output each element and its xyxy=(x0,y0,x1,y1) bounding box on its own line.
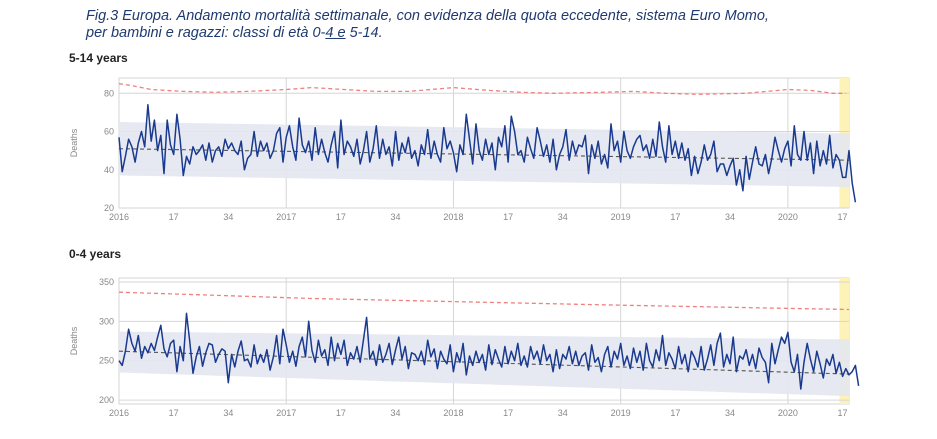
caption-line-2-prefix: per bambini e ragazzi: classi di età 0- xyxy=(86,25,326,41)
y-tick-label: 350 xyxy=(99,277,114,287)
x-tick-label: 17 xyxy=(670,212,680,222)
chart-5-14-years: 20 40 60 80 2016 17 34 2017 17 34 2018 17 34 2019 17 34… xyxy=(69,77,857,222)
x-tick-label: 34 xyxy=(223,212,233,222)
x-tick-label: 34 xyxy=(725,408,735,418)
y-tick-label: 200 xyxy=(99,395,114,405)
chart-title-0-4: 0-4 years xyxy=(69,247,122,261)
x-tick-label: 34 xyxy=(391,408,401,418)
y-tick-label: 40 xyxy=(104,165,114,175)
x-tick-label: 2020 xyxy=(778,212,798,222)
x-tick-label: 17 xyxy=(169,212,179,222)
x-tick-label: 34 xyxy=(558,212,568,222)
x-tick-label: 2017 xyxy=(276,212,296,222)
x-tick-label: 2018 xyxy=(443,212,463,222)
figure-caption: Fig.3 Europa. Andamento mortalità settim… xyxy=(86,8,876,42)
observed-deaths-line xyxy=(118,312,860,390)
x-tick-label: 2017 xyxy=(276,408,296,418)
observed-deaths-line xyxy=(118,104,857,203)
caption-line-2-suffix: 5-14. xyxy=(345,25,383,41)
chart-0-4-years: 200 250 300 350 2016 17 34 2017 17 34 2018 17 34 2019… xyxy=(69,277,860,418)
x-tick-label: 2019 xyxy=(611,408,631,418)
x-tick-label: 34 xyxy=(223,408,233,418)
x-tick-label: 2016 xyxy=(109,212,129,222)
x-tick-label: 2016 xyxy=(109,408,129,418)
caption-line-1: Fig.3 Europa. Andamento mortalità settim… xyxy=(86,8,769,24)
x-tick-label: 2018 xyxy=(443,408,463,418)
y-tick-label: 20 xyxy=(104,203,114,213)
x-tick-label: 2019 xyxy=(611,212,631,222)
x-tick-label: 34 xyxy=(558,408,568,418)
x-tick-label: 17 xyxy=(503,408,513,418)
x-tick-label: 17 xyxy=(838,408,848,418)
x-tick-label: 2020 xyxy=(778,408,798,418)
excess-threshold-line xyxy=(118,83,846,95)
x-tick-label: 17 xyxy=(336,408,346,418)
y-axis-label: Deaths xyxy=(69,128,79,157)
x-tick-label: 34 xyxy=(725,212,735,222)
x-tick-label: 17 xyxy=(169,408,179,418)
x-tick-label: 17 xyxy=(336,212,346,222)
x-tick-label: 17 xyxy=(503,212,513,222)
y-tick-label: 80 xyxy=(104,88,114,98)
chart-title-5-14: 5-14 years xyxy=(69,51,128,65)
y-tick-label: 60 xyxy=(104,127,114,137)
caption-line-2-underlined: 4 e xyxy=(325,25,346,41)
y-axis-label: Deaths xyxy=(69,326,79,355)
x-tick-label: 17 xyxy=(838,212,848,222)
y-tick-label: 250 xyxy=(99,356,114,366)
x-tick-label: 17 xyxy=(670,408,680,418)
y-tick-label: 300 xyxy=(99,316,114,326)
x-tick-label: 34 xyxy=(391,212,401,222)
